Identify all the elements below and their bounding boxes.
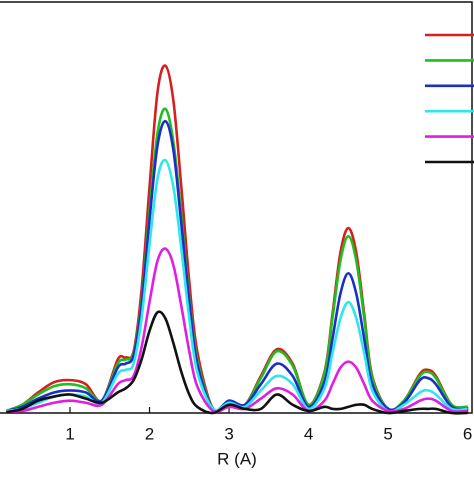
x-tick-label: 2	[145, 424, 154, 443]
series-line	[5, 64, 468, 413]
series-line	[6, 247, 468, 414]
series-line	[6, 310, 468, 415]
x-tick-label: 6	[463, 424, 472, 443]
series-line	[6, 119, 468, 413]
x-tick-label: 5	[383, 424, 392, 443]
x-tick-label: 1	[65, 424, 74, 443]
x-tick-label: 3	[224, 424, 233, 443]
x-axis-label: R (A)	[217, 449, 257, 468]
x-tick-label: 4	[304, 424, 313, 443]
series-line	[6, 158, 468, 413]
plot-frame	[0, 1, 473, 414]
series-line	[5, 107, 468, 413]
